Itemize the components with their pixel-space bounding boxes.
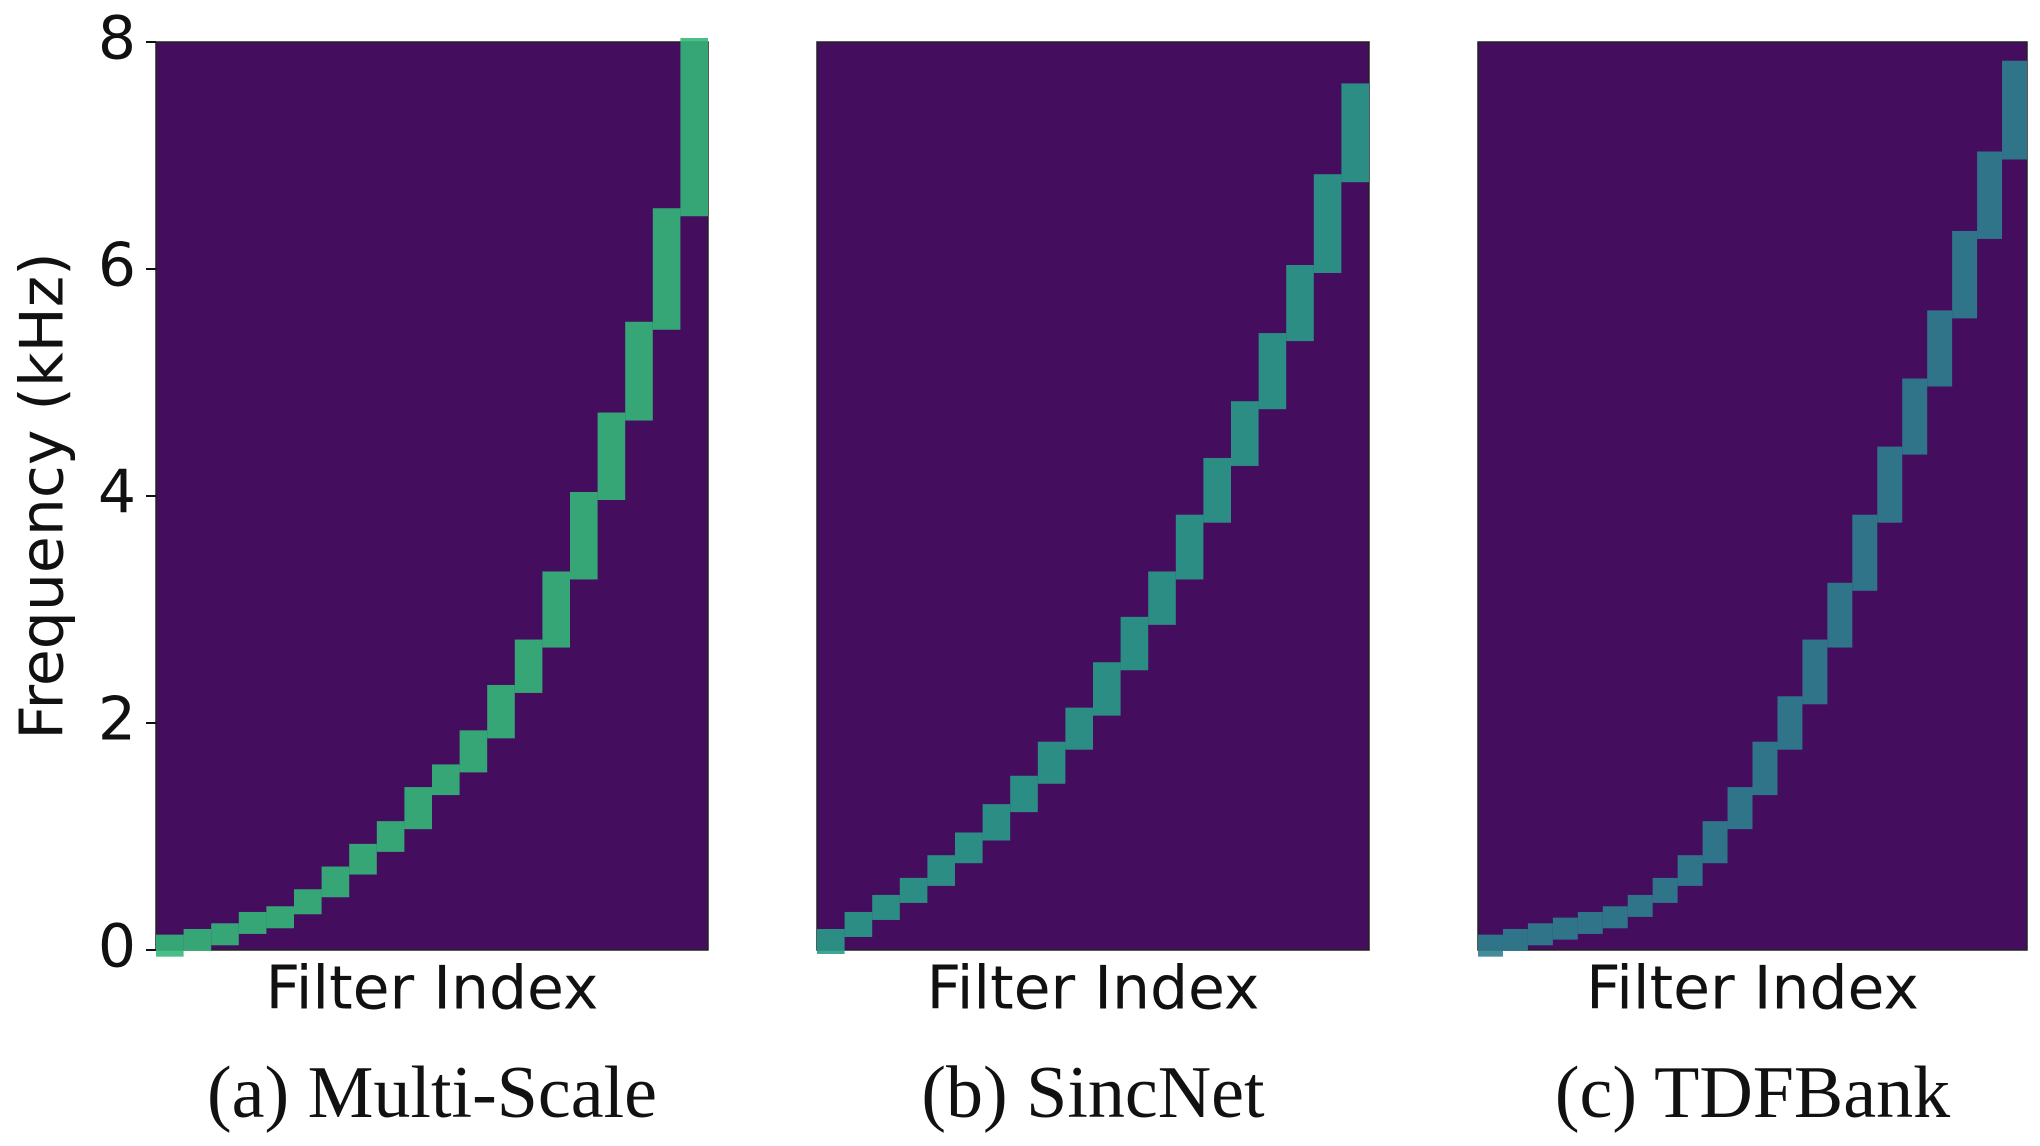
filter-response (266, 906, 294, 929)
filter-response (1478, 934, 1503, 957)
filter-response (1148, 571, 1176, 625)
filter-response (1065, 707, 1093, 750)
filter-response (982, 804, 1011, 841)
filter-response (1527, 923, 1553, 946)
filter-response (1652, 877, 1678, 903)
filter-response (1120, 616, 1149, 671)
filter-response (321, 866, 350, 898)
filter-response (1802, 639, 1828, 705)
filter-response (1577, 911, 1603, 934)
filter-response (211, 923, 239, 946)
filter-response (1175, 514, 1204, 580)
filter-response (1552, 917, 1578, 940)
filter-response (1777, 696, 1803, 750)
filter-response (680, 38, 708, 217)
filter-response (1093, 662, 1121, 716)
x-axis-label: Filter Index (927, 954, 1260, 1024)
filter-response (1902, 378, 1928, 455)
filter-response (1702, 821, 1728, 864)
filter-response (1952, 230, 1978, 319)
filter-response (570, 492, 598, 580)
filter-response (487, 684, 515, 739)
filter-response (1927, 310, 1953, 387)
filter-response (1677, 855, 1703, 886)
panel-caption: (a) Multi-Scale (207, 1052, 657, 1134)
x-axis-label: Filter Index (1586, 954, 1919, 1024)
y-axis-label: Frequency (kHz) (8, 252, 78, 739)
filter-response (432, 764, 460, 796)
filter-response (349, 843, 377, 875)
filter-response (1727, 787, 1753, 830)
y-tick-label: 0 (98, 912, 136, 982)
filter-response (1852, 514, 1878, 591)
filter-response (156, 934, 184, 957)
filter-response (1877, 446, 1903, 523)
panel-caption: (b) SincNet (921, 1052, 1265, 1134)
filter-response (1752, 741, 1778, 796)
filter-response (1313, 174, 1342, 273)
plot-background (816, 41, 1370, 951)
x-axis-label: Filter Index (266, 954, 599, 1024)
filter-response (1258, 333, 1287, 410)
filter-response (1010, 775, 1038, 813)
filter-response (597, 412, 626, 500)
filter-response (238, 911, 267, 934)
y-tick-label: 2 (98, 685, 136, 755)
filter-response (872, 894, 900, 920)
filter-response (459, 730, 488, 773)
y-tick-label: 6 (98, 231, 136, 301)
filter-response (625, 321, 653, 421)
filter-response (183, 928, 212, 951)
filter-response (1627, 894, 1653, 917)
filter-response (1827, 582, 1853, 648)
filter-response (1037, 741, 1066, 784)
filter-response (1977, 151, 2003, 239)
filter-response (514, 639, 543, 693)
filter-response (376, 821, 405, 852)
filter-response (2002, 60, 2027, 160)
filter-response (1602, 906, 1628, 929)
filter-response (1231, 401, 1259, 466)
filter-response (955, 832, 983, 864)
filter-response (404, 787, 432, 830)
filter-response (927, 855, 955, 886)
filter-response (1341, 83, 1369, 183)
filter-response (542, 571, 570, 648)
filter-response (294, 889, 322, 915)
filter-response (652, 208, 681, 330)
filter-response (899, 877, 928, 903)
filter-response (1502, 928, 1528, 951)
y-tick-label: 4 (98, 458, 136, 528)
filter-response (817, 928, 845, 954)
filter-response (844, 911, 873, 937)
filter-response (1286, 265, 1314, 342)
y-tick-label: 8 (98, 4, 136, 74)
filter-response (1203, 457, 1231, 523)
panel-caption: (c) TDFBank (1555, 1052, 1950, 1134)
